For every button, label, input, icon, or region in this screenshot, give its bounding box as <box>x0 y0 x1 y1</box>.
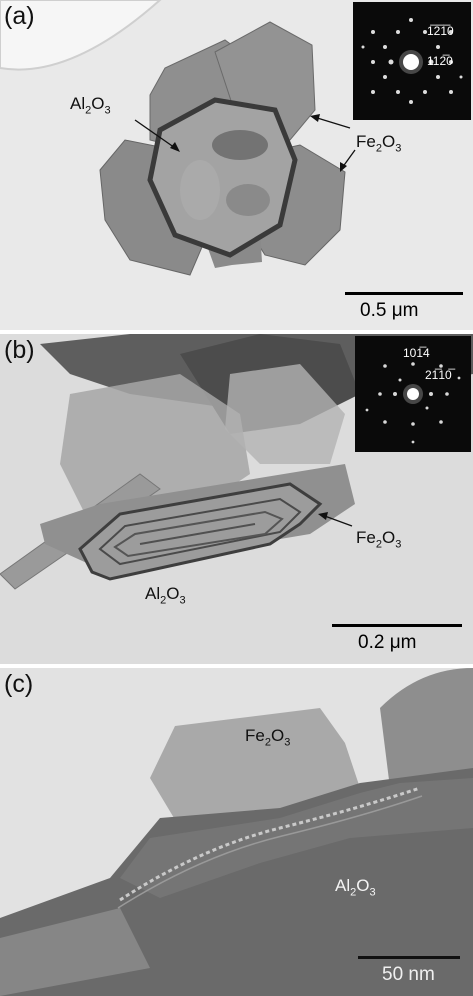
index-a-1: 1̅2̅1̅0 <box>427 24 454 38</box>
panel-b-label: (b) <box>4 336 35 364</box>
scale-bar-b <box>332 624 462 627</box>
panel-c-label: (c) <box>4 670 34 698</box>
diffraction-pattern-a <box>361 18 463 104</box>
panel-a-fe2o3-label: Fe2O3 <box>356 132 402 155</box>
panel-a: (a) Al2O3 Fe2O3 1̅2̅1̅0 112̅0 0.5 μm <box>0 0 473 330</box>
panel-b: (b) Fe2O3 Al2O3 101̅4 21̅10̅ 0.2 μm <box>0 334 473 664</box>
scale-bar-a <box>345 292 463 295</box>
index-b-2: 21̅10̅ <box>425 368 452 382</box>
diffraction-inset-b: 101̅4 21̅10̅ <box>355 336 471 452</box>
scale-label-a: 0.5 μm <box>360 300 419 321</box>
tem-image-c <box>0 668 473 996</box>
diffraction-pattern-b <box>365 362 461 444</box>
panel-b-fe2o3-label: Fe2O3 <box>356 528 402 551</box>
tem-image-b <box>0 334 473 664</box>
index-b-1: 101̅4 <box>403 346 430 360</box>
panel-a-label: (a) <box>4 2 35 30</box>
scale-bar-c <box>358 956 460 959</box>
panel-c-fe2o3-label: Fe2O3 <box>245 726 291 749</box>
index-a-2: 112̅0 <box>427 54 453 68</box>
scale-label-b: 0.2 μm <box>358 632 417 653</box>
panel-b-al2o3-label: Al2O3 <box>145 584 186 607</box>
panel-c: (c) Fe2O3 Al2O3 50 nm <box>0 668 473 996</box>
scale-label-c: 50 nm <box>382 964 435 985</box>
panel-c-al2o3-label: Al2O3 <box>335 876 376 899</box>
panel-a-al2o3-label: Al2O3 <box>70 94 111 117</box>
diffraction-inset-a: 1̅2̅1̅0 112̅0 <box>353 2 471 120</box>
